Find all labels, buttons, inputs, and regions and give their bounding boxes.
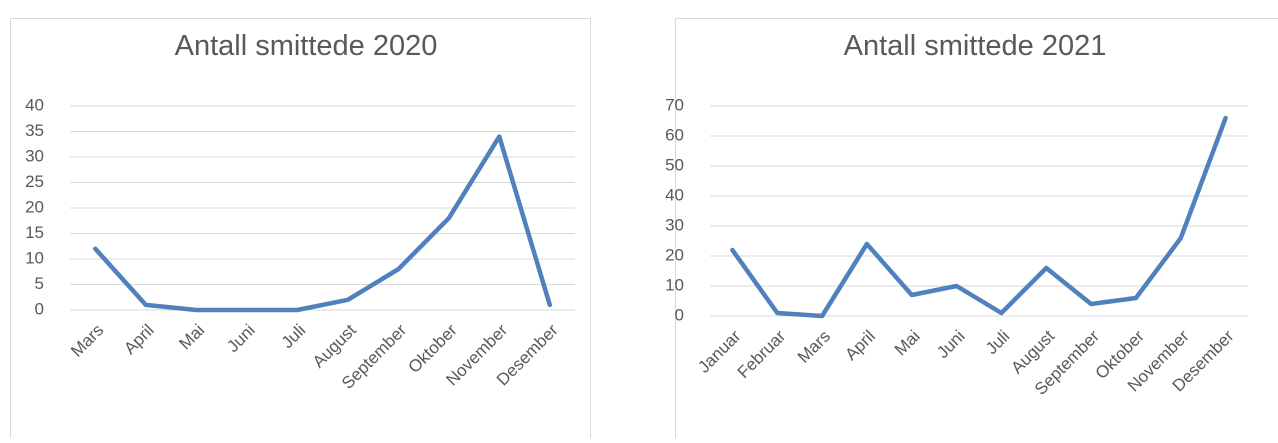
y-tick-label: 20 — [665, 245, 684, 264]
chart-title: Antall smittede 2020 — [175, 30, 438, 62]
y-tick-label: 30 — [25, 146, 44, 165]
x-tick-label: April — [841, 327, 878, 364]
y-tick-label: 30 — [665, 215, 684, 234]
data-line — [95, 137, 550, 310]
x-tick-label: Juni — [933, 327, 968, 362]
y-tick-label: 5 — [35, 274, 44, 293]
x-tick-label: Mai — [891, 327, 924, 360]
x-tick-label: Juli — [982, 327, 1013, 358]
y-tick-label: 35 — [25, 121, 44, 140]
x-tick-label: Juni — [223, 321, 258, 356]
x-tick-label: Mai — [175, 321, 208, 354]
x-tick-label: Mars — [794, 327, 834, 367]
y-tick-label: 60 — [665, 125, 684, 144]
y-tick-label: 0 — [675, 305, 684, 324]
y-tick-label: 10 — [665, 275, 684, 294]
y-tick-label: 40 — [25, 95, 44, 114]
x-tick-label: Juli — [278, 321, 309, 352]
y-tick-label: 15 — [25, 223, 44, 242]
x-tick-label: Mars — [67, 321, 107, 361]
y-tick-label: 50 — [665, 155, 684, 174]
chart-title: Antall smittede 2021 — [844, 30, 1107, 62]
y-tick-label: 25 — [25, 172, 44, 191]
y-tick-label: 20 — [25, 197, 44, 216]
y-tick-label: 10 — [25, 248, 44, 267]
x-tick-label: Februar — [734, 326, 790, 382]
y-tick-label: 40 — [665, 185, 684, 204]
x-tick-label: April — [120, 321, 157, 358]
y-tick-label: 70 — [665, 95, 684, 114]
y-tick-label: 0 — [35, 299, 44, 318]
